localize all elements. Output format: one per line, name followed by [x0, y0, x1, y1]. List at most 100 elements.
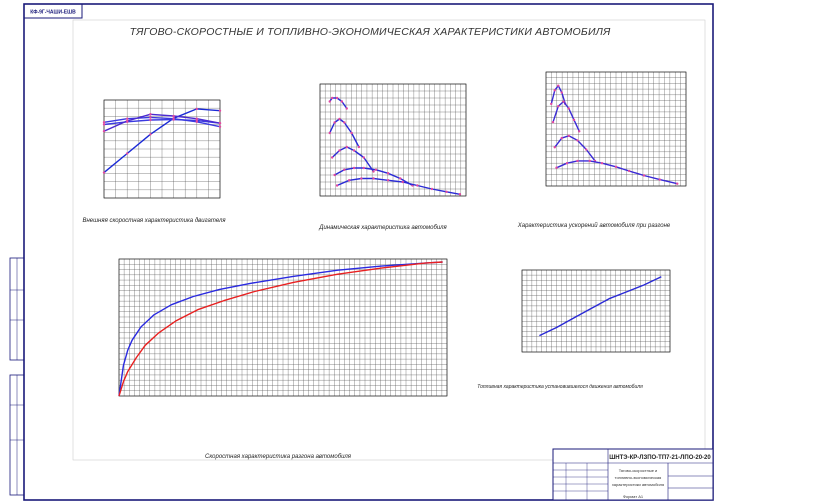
title-block-code: ШНТЭ-КР-ЛЗПО-ТП7-21-ЛПО-20-20	[609, 455, 711, 461]
data-point	[386, 179, 390, 182]
chart-caption-fuel: Топливная характеристика установившегося…	[477, 384, 643, 390]
data-point	[218, 109, 222, 112]
data-point	[330, 96, 334, 100]
data-point	[149, 116, 152, 119]
plot-border	[521, 269, 671, 353]
data-point	[600, 162, 604, 165]
drawing-area	[72, 19, 706, 461]
data-point	[102, 121, 106, 124]
data-point	[560, 91, 563, 94]
series-line	[336, 177, 461, 195]
data-point	[557, 105, 560, 108]
chart-caption-dynamic: Динамическая характеристика автомобиля	[318, 225, 447, 231]
chart-caption-acceleration: Характеристика ускорений автомобиля при …	[517, 222, 671, 229]
data-point	[372, 170, 375, 173]
corner-code-text: КФ-9Г-ЧАШИ-ЕШВ	[30, 10, 76, 16]
data-point	[386, 172, 390, 175]
data-point	[553, 89, 556, 92]
data-point	[195, 107, 198, 111]
title-block-format: Формат A1	[623, 494, 644, 499]
title-block-name-3: характеристики автомобиля	[612, 482, 664, 487]
data-point	[399, 177, 402, 180]
title-block-name-2: топливно-экономическая	[615, 475, 662, 480]
data-point	[374, 168, 378, 171]
data-point	[555, 166, 558, 169]
title-block: ШНТЭ-КР-ЛЗПО-ТП7-21-ЛПО-20-20 Тягово-ско…	[552, 448, 714, 501]
data-point	[642, 174, 646, 177]
data-point	[348, 179, 351, 182]
data-point	[126, 152, 129, 155]
series-line	[334, 167, 413, 187]
corner-code-stamp	[23, 3, 83, 19]
plot-border	[118, 258, 448, 397]
data-point	[567, 107, 570, 110]
data-point	[362, 166, 365, 170]
series-line	[103, 108, 221, 174]
data-point	[102, 129, 106, 133]
series-line	[556, 160, 678, 185]
series-line	[103, 116, 221, 128]
data-point	[445, 190, 448, 193]
data-point	[567, 134, 570, 138]
acceleration-characteristic-chart	[545, 71, 687, 187]
data-point	[149, 113, 152, 116]
data-point	[328, 131, 331, 135]
data-point	[102, 171, 106, 174]
series-line	[331, 146, 375, 172]
series-line	[539, 276, 662, 337]
data-point	[352, 166, 356, 170]
data-point	[195, 117, 198, 120]
data-point	[195, 119, 198, 122]
data-point	[401, 180, 404, 184]
data-point	[338, 117, 341, 121]
data-point	[360, 177, 363, 180]
series-line	[118, 261, 443, 397]
data-point	[340, 100, 344, 103]
data-point	[330, 156, 334, 159]
plot-border	[319, 83, 467, 197]
data-point	[172, 118, 175, 121]
data-point	[338, 149, 341, 152]
data-point	[565, 162, 569, 165]
data-point	[557, 84, 560, 87]
plot-border	[103, 99, 221, 199]
data-point	[352, 149, 356, 152]
data-point	[576, 139, 579, 142]
data-point	[627, 169, 631, 173]
data-point	[658, 178, 661, 181]
data-point	[562, 100, 565, 103]
series-line	[329, 118, 360, 148]
data-point	[335, 96, 339, 100]
data-point	[553, 146, 556, 149]
data-point	[576, 159, 579, 163]
data-point	[430, 187, 434, 191]
dynamic-characteristic-chart	[319, 83, 467, 197]
acceleration-speed-chart	[118, 258, 448, 397]
data-point	[328, 100, 331, 103]
data-point	[345, 107, 348, 110]
data-point	[572, 118, 576, 122]
data-point	[218, 125, 222, 128]
data-point	[126, 119, 129, 123]
data-point	[588, 159, 591, 163]
data-point	[357, 145, 361, 149]
data-point	[333, 121, 336, 124]
data-point	[362, 156, 365, 159]
engine-speed-characteristic-chart	[102, 99, 222, 199]
data-point	[560, 136, 563, 140]
data-point	[614, 165, 618, 169]
series-line	[329, 97, 348, 109]
title-block-name-1: Тягово-скоростные и	[619, 468, 658, 473]
data-point	[149, 118, 152, 122]
data-point	[585, 148, 588, 151]
data-point	[172, 114, 175, 118]
sheet-title: ТЯГОВО-СКОРОСТНЫЕ И ТОПЛИВНО-ЭКОНОМИЧЕСК…	[130, 26, 612, 38]
chart-caption-engine: Внешняя скоростная характеристика двигат…	[82, 218, 226, 224]
data-point	[126, 117, 129, 120]
data-point	[578, 130, 581, 133]
plot-border	[545, 71, 687, 187]
data-point	[676, 182, 679, 185]
data-point	[218, 121, 222, 125]
data-point	[345, 145, 348, 149]
